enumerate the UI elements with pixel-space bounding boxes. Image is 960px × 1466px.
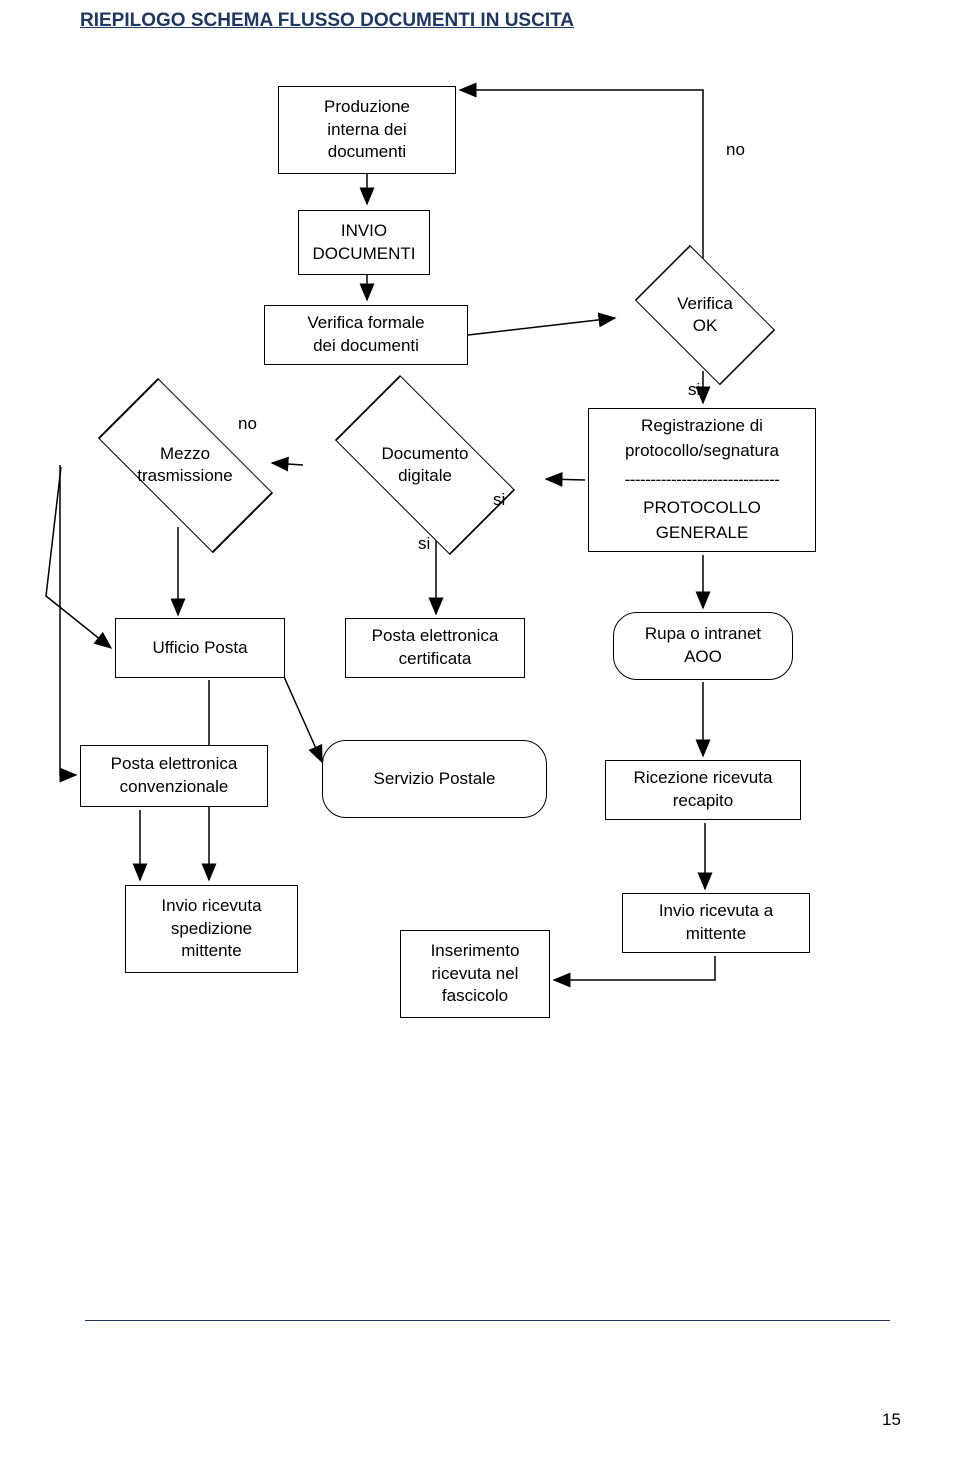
node-verifica_formale: Verifica formale dei documenti [264,305,468,365]
node-pec: Posta elettronica certificata [345,618,525,678]
node-rupa: Rupa o intranet AOO [613,612,793,680]
edge-5 [546,479,585,480]
node-doc_digitale: Documento digitale [310,400,540,530]
edge-label-si_dd_below: si [418,534,430,554]
node-invio_mittente: Invio ricevuta a mittente [622,893,810,953]
footer-separator [85,1320,890,1321]
node-mezzo-label: Mezzo trasmissione [137,443,232,487]
node-inserimento: Inserimento ricevuta nel fascicolo [400,930,550,1018]
edge-17 [554,956,715,980]
node-pelec_conv: Posta elettronica convenzionale [80,745,268,807]
node-ufficio_posta: Ufficio Posta [115,618,285,678]
node-ricezione: Ricezione ricevuta recapito [605,760,801,820]
edge-2 [468,318,615,335]
edge-label-si_dd_right: si [493,490,505,510]
page-number: 15 [882,1410,901,1430]
node-verifica_ok-label: Verifica OK [677,293,733,337]
node-registrazione: Registrazione diprotocollo/segnatura----… [588,408,816,552]
node-invio: INVIO DOCUMENTI [298,210,430,275]
node-produzione: Produzione interna dei documenti [278,86,456,174]
edge-label-no_mezzo: no [238,414,257,434]
node-verifica_ok: Verifica OK [620,260,790,370]
edge-4 [460,90,703,259]
node-invio_sped: Invio ricevuta spedizione mittente [125,885,298,973]
edge-label-si_ok: si [688,380,700,400]
node-servizio_postale: Servizio Postale [322,740,547,818]
node-doc_digitale-label: Documento digitale [382,443,469,487]
edge-label-no_top: no [726,140,745,160]
node-mezzo: Mezzo trasmissione [70,405,300,525]
edge-12 [281,670,322,762]
flowchart-edges [0,0,960,1466]
